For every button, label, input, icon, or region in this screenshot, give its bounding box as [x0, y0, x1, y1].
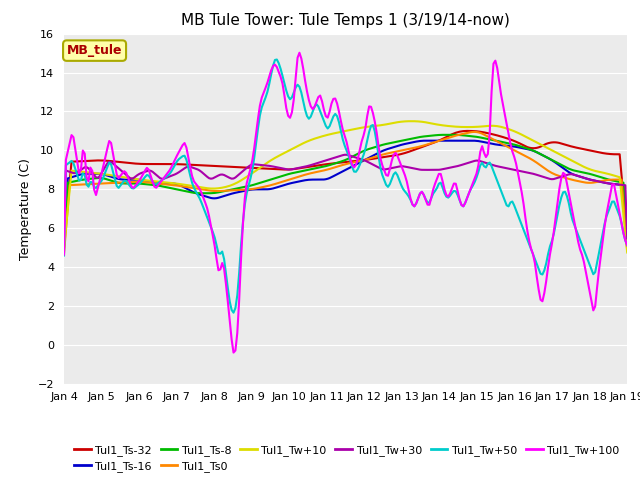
Legend: Tul1_Ts-32, Tul1_Ts-16, Tul1_Ts-8, Tul1_Ts0, Tul1_Tw+10, Tul1_Tw+30, Tul1_Tw+50,: Tul1_Ts-32, Tul1_Ts-16, Tul1_Ts-8, Tul1_… [70, 440, 624, 477]
Title: MB Tule Tower: Tule Temps 1 (3/19/14-now): MB Tule Tower: Tule Temps 1 (3/19/14-now… [181, 13, 510, 28]
Y-axis label: Temperature (C): Temperature (C) [19, 158, 32, 260]
Text: MB_tule: MB_tule [67, 44, 122, 57]
